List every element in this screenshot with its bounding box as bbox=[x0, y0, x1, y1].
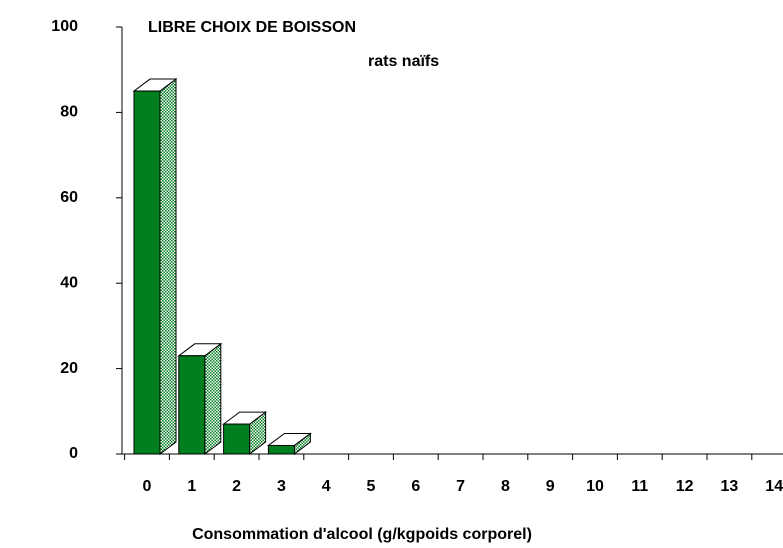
bar-front bbox=[223, 423, 251, 455]
bar-side bbox=[204, 342, 222, 455]
x-tick-label: 10 bbox=[586, 478, 604, 495]
x-tick-label: 8 bbox=[501, 478, 510, 495]
chart-title: LIBRE CHOIX DE BOISSON bbox=[148, 19, 356, 36]
y-tick-label: 60 bbox=[60, 189, 78, 206]
x-tick-label: 13 bbox=[721, 478, 739, 495]
chart-subtitle: rats naïfs bbox=[368, 53, 439, 70]
y-tick-label: 80 bbox=[60, 104, 78, 121]
x-tick-label: 7 bbox=[456, 478, 465, 495]
y-tick-label: 20 bbox=[60, 360, 78, 377]
bar-front bbox=[178, 355, 206, 455]
x-tick-label: 1 bbox=[187, 478, 196, 495]
x-tick-label: 14 bbox=[765, 478, 783, 495]
y-tick-label: 100 bbox=[51, 18, 78, 35]
y-tick-label: 0 bbox=[69, 445, 78, 462]
x-axis-label: Consommation d'alcool (g/kgpoids corpore… bbox=[192, 526, 532, 543]
x-tick-label: 4 bbox=[322, 478, 331, 495]
x-tick-label: 0 bbox=[143, 478, 152, 495]
x-tick-label: 11 bbox=[631, 478, 648, 495]
x-tick-label: 6 bbox=[411, 478, 420, 495]
x-tick-label: 2 bbox=[232, 478, 241, 495]
x-tick-label: 12 bbox=[676, 478, 694, 495]
bar-side bbox=[159, 78, 177, 455]
x-tick-label: 5 bbox=[367, 478, 376, 495]
y-tick-label: 40 bbox=[60, 274, 78, 291]
bar-front bbox=[133, 90, 161, 455]
x-tick-label: 9 bbox=[546, 478, 555, 495]
bar-front bbox=[267, 444, 295, 455]
x-tick-label: 3 bbox=[277, 478, 286, 495]
